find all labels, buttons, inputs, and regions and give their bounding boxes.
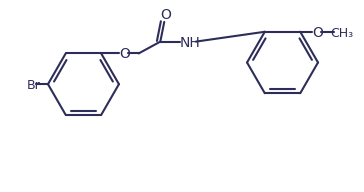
Text: Br: Br: [26, 79, 40, 92]
Text: O: O: [312, 26, 323, 40]
Text: O: O: [119, 47, 130, 61]
Text: O: O: [160, 8, 171, 22]
Text: CH₃: CH₃: [330, 27, 353, 40]
Text: NH: NH: [180, 36, 201, 50]
